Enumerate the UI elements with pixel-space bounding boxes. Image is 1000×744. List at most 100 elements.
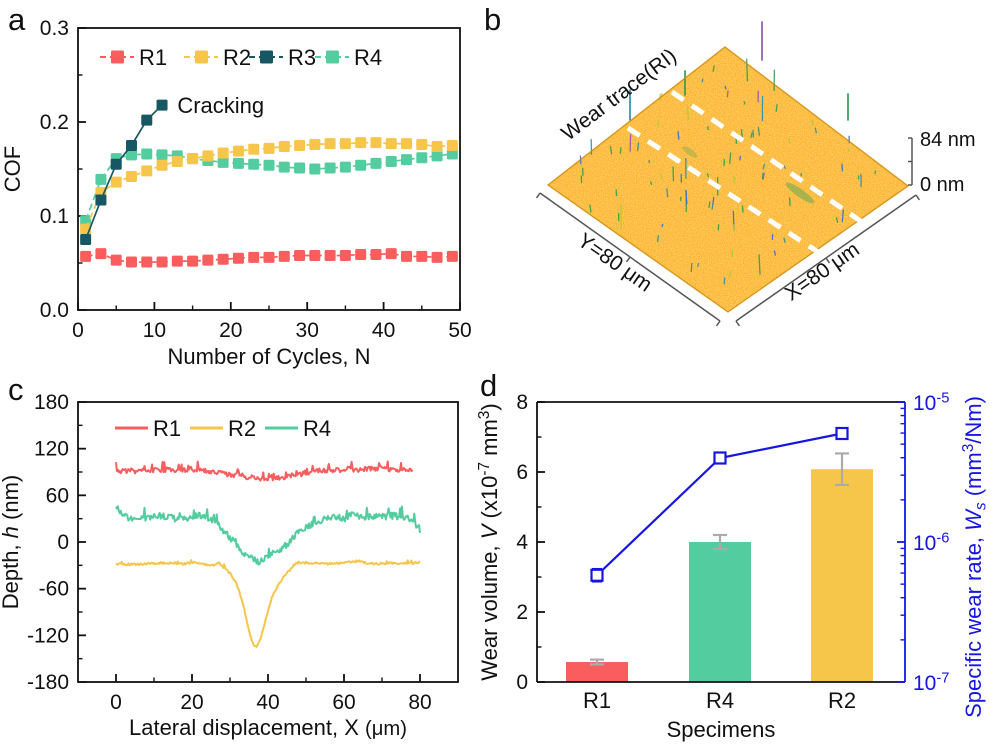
series-R3-marker	[110, 158, 122, 170]
panel-b-letter: b	[484, 2, 502, 37]
wear-rate-marker	[835, 426, 849, 441]
series-R4-marker	[232, 157, 244, 169]
svg-text:10: 10	[143, 319, 166, 342]
svg-text:0.2: 0.2	[40, 111, 69, 134]
series-R2-marker	[355, 137, 367, 149]
series-R4-marker	[446, 148, 458, 160]
svg-text:10-7: 10-7	[913, 670, 949, 695]
svg-text:R4: R4	[354, 45, 382, 70]
series-R2-marker	[294, 140, 306, 151]
bar-R2	[811, 469, 873, 682]
svg-text:30: 30	[296, 319, 319, 342]
series-R1-marker	[263, 251, 275, 263]
series-R1-marker	[446, 250, 458, 262]
series-R3-marker	[95, 194, 107, 206]
svg-text:R1: R1	[583, 688, 611, 713]
series-R2-marker	[248, 143, 260, 155]
series-R2-marker	[171, 155, 183, 167]
series-R2-marker	[125, 171, 137, 183]
series-R2-marker	[339, 138, 351, 150]
series-R1-marker	[217, 253, 229, 265]
svg-text:80: 80	[408, 691, 431, 714]
series-R1-marker	[278, 250, 290, 262]
series-R2-marker	[446, 140, 458, 151]
svg-text:4: 4	[516, 531, 528, 554]
svg-text:-180: -180	[27, 671, 69, 694]
series-R1-marker	[232, 252, 244, 264]
profile-R1	[115, 460, 414, 482]
panel-c-chart: 0 20 40 60 80 -180 -120 -60 0 60 120 180 Lateral dis…	[0, 391, 459, 740]
svg-text:10-6: 10-6	[913, 530, 949, 555]
series-R1-marker	[309, 249, 321, 261]
svg-text:Depth, h (nm): Depth, h (nm)	[0, 475, 23, 610]
series-R1-marker	[431, 251, 443, 263]
series-R2-marker	[232, 145, 244, 157]
svg-text:Specific wear rate, Ws (mm3/Nm: Specific wear rate, Ws (mm3/Nm)	[960, 396, 989, 718]
panel-d-letter: d	[480, 368, 498, 403]
series-R4-marker	[294, 162, 306, 174]
svg-text:180: 180	[34, 391, 69, 414]
svg-text:60: 60	[46, 484, 69, 507]
series-R2-marker	[202, 150, 214, 162]
svg-text:R4: R4	[706, 688, 734, 713]
svg-text:R2: R2	[828, 688, 856, 713]
series-R1-marker	[385, 248, 397, 260]
panel-d-chart: R1 R4 R2 0 2 4 6 8 10-5 10-6 10-7 Specimens Wear vol…	[476, 390, 989, 742]
series-R4-marker	[431, 150, 443, 162]
svg-text:8: 8	[516, 391, 528, 414]
svg-text:0 nm: 0 nm	[920, 174, 964, 196]
svg-text:10-5: 10-5	[913, 390, 949, 415]
panel-a-letter: a	[8, 2, 26, 37]
svg-text:0.0: 0.0	[40, 299, 69, 322]
svg-text:40: 40	[372, 319, 395, 342]
svg-text:R2: R2	[228, 416, 256, 441]
series-R2-marker	[309, 139, 321, 151]
svg-text:Specimens: Specimens	[667, 717, 776, 742]
series-R1-marker	[294, 249, 306, 261]
series-R1-marker	[110, 254, 122, 266]
series-R2-marker	[187, 153, 199, 165]
svg-text:0: 0	[516, 671, 528, 694]
bar-R1	[566, 662, 628, 682]
series-R1-marker	[339, 249, 351, 261]
svg-text:60: 60	[332, 691, 355, 714]
series-R1-marker	[125, 256, 137, 268]
series-R1-marker	[324, 249, 336, 261]
series-R3-marker	[156, 99, 168, 111]
series-R4-marker	[324, 162, 336, 174]
series-R1-marker	[355, 249, 367, 261]
series-R1-marker	[171, 255, 183, 267]
series-R2-marker	[156, 159, 168, 171]
series-R4-marker	[401, 154, 413, 166]
series-R4-marker	[278, 161, 290, 173]
svg-text:0: 0	[110, 691, 122, 714]
svg-text:0: 0	[72, 319, 84, 342]
series-R2-marker	[141, 165, 153, 177]
series-R1-marker	[141, 256, 153, 268]
series-R4-marker	[370, 157, 382, 169]
series-R3-marker	[141, 114, 153, 126]
series-R2-marker	[278, 140, 290, 152]
svg-text:2: 2	[516, 601, 528, 624]
wear-rate-marker	[590, 568, 604, 582]
series-R1-marker	[202, 254, 214, 266]
series-R1-marker	[95, 248, 107, 260]
series-R4-marker	[385, 155, 397, 167]
series-R1-marker	[401, 250, 413, 262]
series-R2-marker	[217, 147, 229, 159]
series-R4-marker	[416, 152, 428, 164]
series-R4-marker	[141, 148, 153, 160]
series-R2-marker	[263, 142, 275, 154]
series-R4-marker	[263, 159, 275, 171]
panel-c-letter: c	[8, 372, 24, 407]
series-R2-marker	[324, 138, 336, 150]
svg-text:R4: R4	[303, 416, 331, 441]
svg-text:R1: R1	[153, 416, 181, 441]
series-R2-marker	[416, 139, 428, 151]
svg-text:R1: R1	[139, 45, 167, 70]
series-R3-marker	[125, 140, 137, 151]
series-R4-marker	[217, 156, 229, 168]
svg-text:0: 0	[57, 531, 69, 554]
